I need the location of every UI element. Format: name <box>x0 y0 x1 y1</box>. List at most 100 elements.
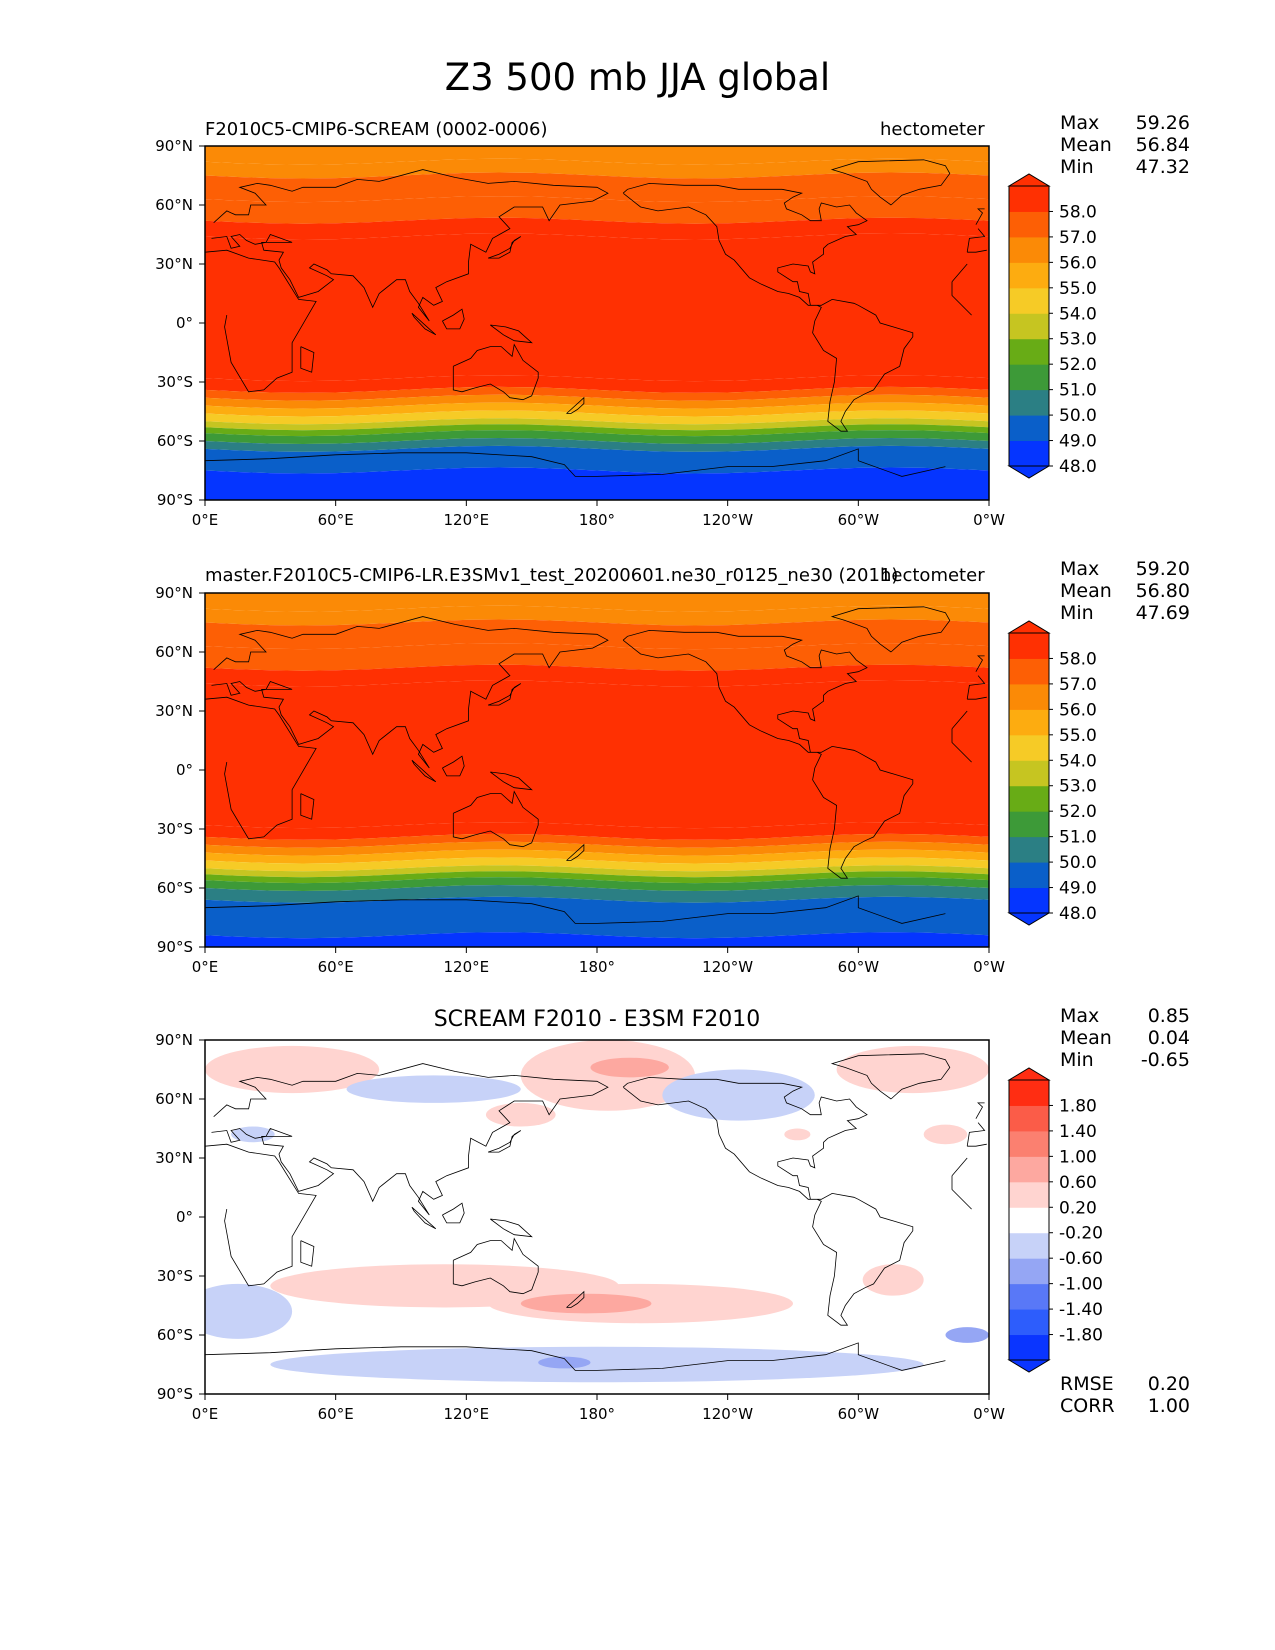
stats-box: Max 0.85 Mean 0.04 Min -0.65 <box>1060 1005 1190 1071</box>
colorbar-tick-label: 0.20 <box>1059 1198 1097 1218</box>
colorbar-tick-label: 57.0 <box>1059 675 1097 695</box>
x-tick-label: 0°E <box>192 511 219 529</box>
contour-band <box>205 896 989 939</box>
colorbar-tick-label: 48.0 <box>1059 457 1097 477</box>
y-tick-label: 30°N <box>155 255 193 273</box>
colorbar-tick-label: 57.0 <box>1059 228 1097 248</box>
colorbar-segment <box>1009 811 1049 838</box>
colorbar-tick-label: 0.60 <box>1059 1173 1097 1193</box>
colorbar-segment <box>1009 734 1049 761</box>
x-tick-label: 60°E <box>318 1405 354 1423</box>
contour-band <box>205 871 989 884</box>
colorbar-segment <box>1009 1334 1049 1361</box>
colorbar-segment <box>1009 211 1049 238</box>
y-tick-label: 60°N <box>155 1090 193 1108</box>
contour-band <box>205 418 989 431</box>
coastline <box>622 182 914 432</box>
x-tick-label: 60°E <box>318 511 354 529</box>
contour-band <box>205 196 989 224</box>
colorbar-segment <box>1009 709 1049 736</box>
colorbar-extend-min <box>1007 1359 1051 1373</box>
contour-band <box>205 833 989 848</box>
coastline <box>566 396 585 414</box>
axes: 0°E 60°E 120°E 180° 120°W 60°W 0°W 90°N 60°N 30°N… <box>155 1031 1005 1423</box>
units-label: hectometer <box>880 119 985 140</box>
units-label: hectometer <box>880 565 985 586</box>
x-tick-label: 180° <box>579 511 615 529</box>
x-tick-label: 60°E <box>318 958 354 976</box>
colorbar-segment <box>1009 186 1049 212</box>
y-tick-label: 0° <box>176 761 193 779</box>
anomaly-region <box>945 1327 989 1343</box>
x-tick-label: 0°W <box>973 1405 1005 1423</box>
anomaly-region <box>590 1057 669 1078</box>
colorbar-segment <box>1009 1232 1049 1259</box>
stat-min-label: Min <box>1060 156 1094 178</box>
coastline <box>442 308 465 330</box>
coastline <box>830 606 951 653</box>
colorbar-tick-label: 52.0 <box>1059 355 1097 375</box>
x-tick-label: 120°W <box>702 511 753 529</box>
contour-band <box>205 386 989 401</box>
anomaly-region <box>205 1283 293 1339</box>
colorbar-tick-label: 53.0 <box>1059 777 1097 797</box>
x-tick-label: 0°E <box>192 1405 219 1423</box>
contour-band <box>205 857 989 872</box>
colorbar-segment <box>1009 633 1049 659</box>
map-plot: 0°E 60°E 120°E 180° 120°W 60°W 0°W 90°N 60°N 30°N… <box>155 1031 1005 1423</box>
colorbar-tick-label: -1.80 <box>1059 1326 1103 1346</box>
colorbar-tick-label: 1.80 <box>1059 1096 1097 1116</box>
colorbar-frame <box>1008 185 1050 467</box>
coastlines <box>204 159 987 477</box>
y-tick-label: 0° <box>176 1208 193 1226</box>
axes: 0°E 60°E 120°E 180° 120°W 60°W 0°W 90°N 60°N 30°N… <box>155 137 1005 529</box>
corr-label: CORR <box>1060 1395 1115 1417</box>
colorbar-tick-label: 1.40 <box>1059 1122 1097 1142</box>
y-tick-label: 90°N <box>155 137 193 155</box>
coastline <box>566 843 585 861</box>
colorbar-segment <box>1009 415 1049 442</box>
colorbar-segment <box>1009 313 1049 340</box>
filled-contours <box>205 593 989 947</box>
coastline <box>204 696 972 840</box>
stat-min-label: Min <box>1060 1049 1094 1071</box>
colorbar-segment <box>1009 836 1049 863</box>
colorbar-tick-label: 56.0 <box>1059 700 1097 720</box>
contour-band <box>205 664 989 687</box>
contour-band <box>205 394 989 409</box>
stat-mean: 0.04 <box>1147 1027 1190 1049</box>
colorbar-tick-label: 1.00 <box>1059 1147 1097 1167</box>
colorbar-segment <box>1009 1181 1049 1208</box>
x-tick-label: 0°W <box>973 958 1005 976</box>
colorbar-segment <box>1009 1283 1049 1310</box>
y-tick-label: 90°S <box>157 1385 193 1403</box>
contour-band <box>205 467 989 500</box>
colorbar-bar: 1.80 1.40 1.00 0.60 0.20 -0.20 -0.60 -1.00 -1.40… <box>1007 1067 1103 1373</box>
anomaly-region <box>346 1075 521 1103</box>
colorbar: 58.0 57.0 56.0 55.0 54.0 53.0 52.0 51.0 50.0 49.0… <box>1007 173 1097 479</box>
coastlines <box>204 1053 987 1371</box>
colorbar-tick-label: 58.0 <box>1059 202 1097 222</box>
coastline <box>487 1130 522 1153</box>
stat-min-label: Min <box>1060 602 1094 624</box>
contour-band <box>205 593 989 612</box>
anomaly-region <box>784 1128 811 1141</box>
y-tick-label: 30°S <box>157 820 193 838</box>
coastline <box>490 771 533 791</box>
contour-band <box>205 822 989 840</box>
contour-band <box>205 605 989 626</box>
x-tick-label: 60°W <box>838 511 880 529</box>
colorbar-tick-label: 48.0 <box>1059 904 1097 924</box>
coastline <box>830 1053 951 1100</box>
coastline <box>566 1290 585 1308</box>
panel-title-left: F2010C5-CMIP6-SCREAM (0002-0006) <box>205 119 548 140</box>
anomaly-region <box>862 1264 924 1296</box>
colorbar-tick-label: -1.00 <box>1059 1275 1103 1295</box>
filled-contours <box>205 1040 989 1394</box>
contour-band <box>205 158 989 179</box>
colorbar-tick-label: 56.0 <box>1059 253 1097 273</box>
coastline <box>622 629 914 879</box>
y-tick-label: 30°N <box>155 1149 193 1167</box>
contour-band <box>205 438 989 452</box>
y-tick-label: 0° <box>176 314 193 332</box>
